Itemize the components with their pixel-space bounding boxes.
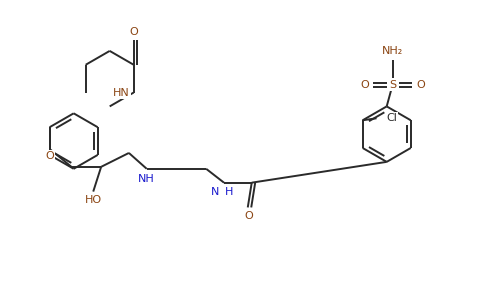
Text: HO: HO	[85, 194, 102, 205]
Text: O: O	[361, 80, 370, 90]
Text: NH: NH	[138, 174, 155, 184]
Text: O: O	[45, 151, 54, 161]
Text: HN: HN	[113, 88, 130, 97]
Text: O: O	[416, 80, 425, 90]
Text: Cl: Cl	[386, 113, 397, 123]
Text: O: O	[245, 211, 253, 221]
Text: N: N	[211, 186, 219, 197]
Text: H: H	[225, 186, 234, 197]
Text: O: O	[129, 27, 138, 37]
Text: NH₂: NH₂	[382, 46, 403, 56]
Text: S: S	[389, 80, 396, 90]
